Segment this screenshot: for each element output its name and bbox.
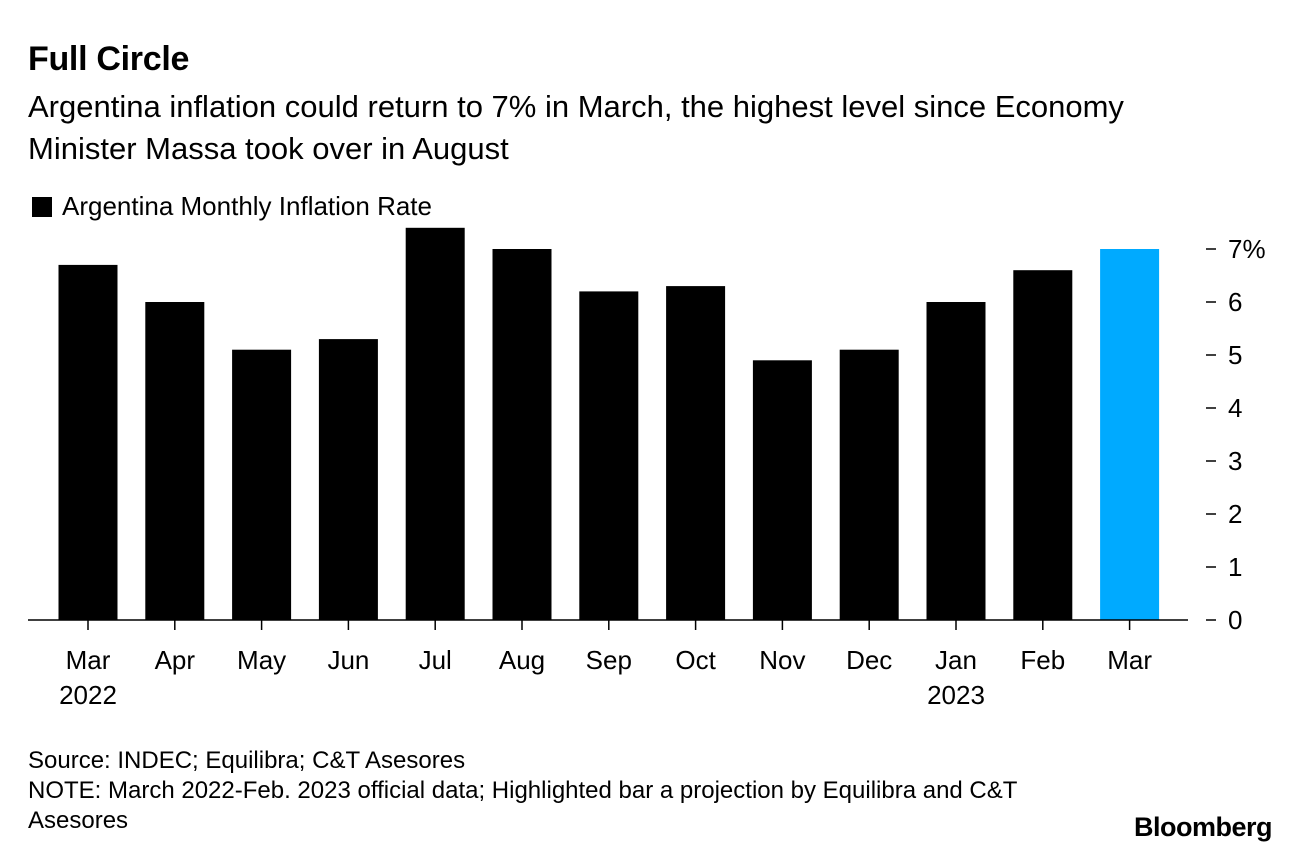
bar-0 <box>58 264 118 620</box>
x-tick-label-12: Mar <box>1107 645 1152 675</box>
x-year-label-0: 2022 <box>59 680 117 710</box>
bar-9 <box>839 349 899 620</box>
chart-subtitle: Argentina inflation could return to 7% i… <box>28 89 1124 166</box>
y-tick-label-1: 1 <box>1228 552 1242 582</box>
legend-label: Argentina Monthly Inflation Rate <box>62 191 432 221</box>
legend: Argentina Monthly Inflation Rate <box>32 191 432 222</box>
x-tick-label-9: Dec <box>846 645 892 675</box>
bar-10 <box>926 302 986 620</box>
y-tick-label-5: 5 <box>1228 340 1242 370</box>
bar-5 <box>492 249 552 620</box>
x-tick-label-1: Apr <box>155 645 196 675</box>
x-tick-label-5: Aug <box>499 645 545 675</box>
data-note: NOTE: March 2022-Feb. 2023 official data… <box>28 777 1017 834</box>
bar-12 <box>1100 249 1160 620</box>
bar-4 <box>405 227 465 621</box>
bar-6 <box>579 291 639 620</box>
y-tick-label-3: 3 <box>1228 446 1242 476</box>
footer: Source: INDEC; Equilibra; C&T Asesores N… <box>28 746 1058 836</box>
bar-7 <box>666 286 726 620</box>
bar-1 <box>145 302 205 620</box>
bar-8 <box>752 360 812 620</box>
chart-title: Full Circle <box>28 40 190 78</box>
x-tick-label-3: Jun <box>327 645 369 675</box>
bloomberg-logo: Bloomberg <box>1133 812 1273 842</box>
x-tick-label-4: Jul <box>419 645 452 675</box>
legend-swatch <box>32 196 52 217</box>
y-tick-label-2: 2 <box>1228 499 1242 529</box>
x-tick-label-6: Sep <box>586 645 632 675</box>
x-tick-label-7: Oct <box>675 645 716 675</box>
y-tick-label-0: 0 <box>1228 605 1242 635</box>
x-tick-label-11: Feb <box>1020 645 1065 675</box>
bar-2 <box>232 349 292 620</box>
source-note: Source: INDEC; Equilibra; C&T Asesores <box>28 747 466 774</box>
bar-3 <box>318 339 378 620</box>
y-tick-label-7: 7% <box>1228 234 1266 264</box>
y-tick-label-4: 4 <box>1228 393 1242 423</box>
x-tick-label-8: Nov <box>759 645 805 675</box>
x-tick-label-10: Jan <box>935 645 977 675</box>
bar-11 <box>1013 270 1073 620</box>
bar-chart: Mar Apr May Jun Jul Aug Sep Oct Nov Dec Jan Feb Mar 2… <box>28 227 1266 710</box>
x-tick-label-2: May <box>237 645 286 675</box>
x-year-label-1: 2023 <box>927 680 985 710</box>
x-tick-label-0: Mar <box>66 645 111 675</box>
y-tick-label-6: 6 <box>1228 287 1242 317</box>
